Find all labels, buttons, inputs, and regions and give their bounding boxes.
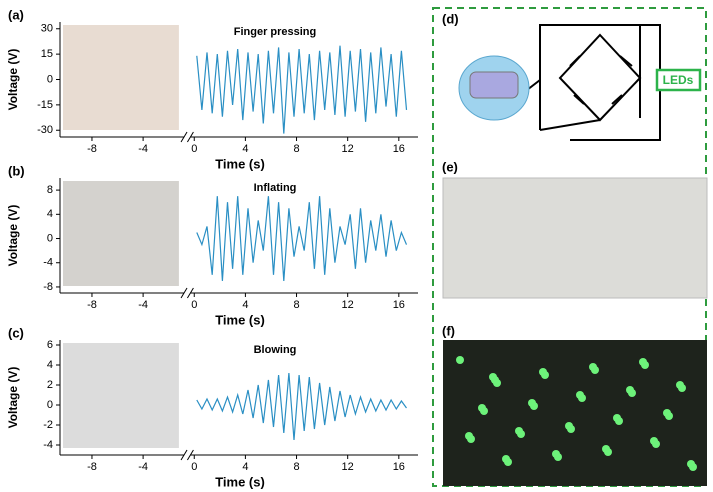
y-tick-label: 4 bbox=[47, 359, 53, 371]
led-dot bbox=[528, 399, 536, 407]
x-tick-label: 16 bbox=[393, 461, 405, 473]
y-tick-label: -15 bbox=[37, 99, 53, 111]
y-tick-label: 0 bbox=[47, 73, 53, 85]
led-dot bbox=[515, 427, 523, 435]
x-tick-label: 8 bbox=[293, 143, 299, 155]
led-dot bbox=[478, 404, 486, 412]
y-tick-label: 0 bbox=[47, 399, 53, 411]
circuit bbox=[527, 25, 660, 140]
led-dot bbox=[613, 414, 621, 422]
x-tick-label: -4 bbox=[138, 299, 148, 311]
y-axis-label: Voltage (V) bbox=[6, 367, 20, 429]
led-dot bbox=[539, 368, 547, 376]
led-dot bbox=[626, 386, 634, 394]
annotation: Inflating bbox=[254, 182, 297, 194]
signal-line bbox=[197, 373, 407, 440]
led-dot bbox=[502, 455, 510, 463]
x-tick-label: 8 bbox=[293, 461, 299, 473]
y-tick-label: -2 bbox=[43, 419, 53, 431]
signal-line bbox=[197, 196, 407, 281]
x-tick-label: 0 bbox=[191, 299, 197, 311]
x-tick-label: 0 bbox=[191, 461, 197, 473]
led-dot bbox=[650, 437, 658, 445]
x-tick-label: 12 bbox=[342, 143, 354, 155]
y-axis-label: Voltage (V) bbox=[6, 205, 20, 267]
panel-label: (f) bbox=[442, 323, 455, 338]
photo bbox=[63, 181, 179, 286]
led-dot bbox=[456, 356, 464, 364]
signal-line bbox=[197, 46, 407, 134]
x-tick-label: -4 bbox=[138, 461, 148, 473]
led-dot bbox=[489, 373, 497, 381]
x-tick-label: -4 bbox=[138, 143, 148, 155]
x-axis-label: Time (s) bbox=[215, 474, 265, 489]
x-tick-label: 8 bbox=[293, 299, 299, 311]
x-tick-label: 4 bbox=[242, 143, 248, 155]
x-tick-label: -8 bbox=[87, 299, 97, 311]
led-dot bbox=[565, 422, 573, 430]
photo bbox=[63, 343, 179, 448]
x-tick-label: -8 bbox=[87, 143, 97, 155]
x-tick-label: 0 bbox=[191, 143, 197, 155]
y-tick-label: -30 bbox=[37, 124, 53, 136]
panel-label: (b) bbox=[8, 163, 25, 178]
y-tick-label: 2 bbox=[47, 379, 53, 391]
photo bbox=[63, 25, 179, 130]
led-dot bbox=[663, 409, 671, 417]
led-dot bbox=[687, 460, 695, 468]
x-tick-label: 4 bbox=[242, 461, 248, 473]
x-tick-label: 4 bbox=[242, 299, 248, 311]
panel-label: (a) bbox=[8, 7, 24, 22]
x-axis-label: Time (s) bbox=[215, 312, 265, 327]
led-label: LEDs bbox=[663, 73, 694, 87]
x-tick-label: 12 bbox=[342, 461, 354, 473]
panel-label: (e) bbox=[442, 159, 458, 174]
y-tick-label: 6 bbox=[47, 339, 53, 351]
x-axis-label: Time (s) bbox=[215, 156, 265, 171]
y-tick-label: 8 bbox=[47, 184, 53, 196]
y-axis-label: Voltage (V) bbox=[6, 49, 20, 111]
y-tick-label: 15 bbox=[41, 48, 53, 60]
annotation: Blowing bbox=[254, 344, 297, 356]
x-tick-label: -8 bbox=[87, 461, 97, 473]
led-dot bbox=[589, 363, 597, 371]
y-tick-label: -4 bbox=[43, 439, 53, 451]
y-tick-label: -8 bbox=[43, 281, 53, 293]
device-core bbox=[470, 72, 518, 98]
y-tick-label: 30 bbox=[41, 23, 53, 35]
x-tick-label: 16 bbox=[393, 143, 405, 155]
annotation: Finger pressing bbox=[234, 26, 317, 38]
y-tick-label: -4 bbox=[43, 257, 53, 269]
x-tick-label: 16 bbox=[393, 299, 405, 311]
led-dot bbox=[639, 358, 647, 366]
y-tick-label: 0 bbox=[47, 232, 53, 244]
x-tick-label: 12 bbox=[342, 299, 354, 311]
led-dot bbox=[576, 391, 584, 399]
led-dot bbox=[602, 445, 610, 453]
panel-label: (d) bbox=[442, 11, 459, 26]
led-dot bbox=[465, 432, 473, 440]
figure: (d) LEDs (e) (f) (a) Voltage (V) Time (s) F… bbox=[0, 0, 713, 492]
led-dot bbox=[676, 381, 684, 389]
panel-label: (c) bbox=[8, 325, 24, 340]
led-dot bbox=[552, 450, 560, 458]
y-tick-label: 4 bbox=[47, 208, 53, 220]
breadboard-photo bbox=[443, 178, 707, 298]
